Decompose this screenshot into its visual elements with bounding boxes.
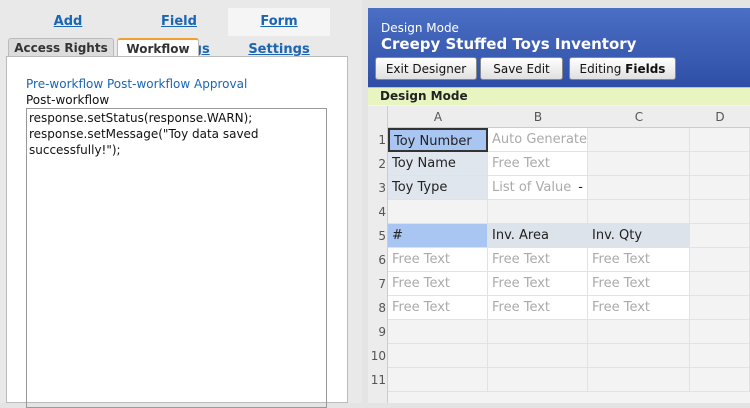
cell[interactable]: Free Text	[488, 296, 588, 320]
dropdown-marker[interactable]: -	[578, 180, 583, 195]
content: Pre-workflow Post-workflow Approval Post…	[6, 56, 348, 408]
cell[interactable]: #	[388, 224, 488, 248]
row-header: 5	[378, 229, 386, 243]
column-header: D	[715, 110, 725, 124]
row-header-col	[368, 106, 388, 403]
cell[interactable]	[388, 200, 488, 224]
cell[interactable]: Free Text	[488, 248, 588, 272]
cell[interactable]	[690, 176, 750, 200]
cell[interactable]	[488, 200, 588, 224]
grid: A B C D 1 2 3 4 5 6 7 8 9 10 11 Toy Number Auto Generate…	[368, 106, 750, 403]
button[interactable]: Editing Fields	[569, 57, 676, 80]
cell[interactable]	[388, 344, 488, 368]
cell[interactable]: Inv. Area	[488, 224, 588, 248]
cell[interactable]: Free Text	[588, 248, 690, 272]
tab[interactable]: Add Components	[22, 14, 114, 57]
button[interactable]: Exit Designer	[375, 57, 477, 80]
cell[interactable]	[588, 200, 690, 224]
cell[interactable]: Toy Name	[388, 152, 488, 176]
column-header: A	[433, 110, 443, 124]
cell[interactable]	[690, 152, 750, 176]
left-panel: Add Components Field Settings Form Setti…	[0, 0, 362, 408]
cell[interactable]	[588, 152, 690, 176]
cell[interactable]	[488, 344, 588, 368]
mode-label: Design Mode	[381, 21, 459, 35]
column-header: B	[533, 110, 543, 124]
code-line: successfully!");	[29, 143, 121, 157]
button-text: Editing	[579, 62, 622, 76]
row-header: 3	[378, 181, 386, 195]
cell[interactable]	[690, 272, 750, 296]
row-header: 4	[378, 205, 386, 219]
cell[interactable]: Free Text	[488, 272, 588, 296]
cell[interactable]: Free Text	[588, 272, 690, 296]
cell[interactable]	[488, 368, 588, 392]
subtab[interactable]: Access Rights	[8, 38, 114, 57]
cell[interactable]	[588, 128, 690, 152]
cell[interactable]: Auto Generate	[488, 128, 588, 152]
link[interactable]: Approval	[194, 77, 248, 91]
cell[interactable]: Inv. Qty	[588, 224, 690, 248]
column-header: C	[634, 110, 644, 124]
cell[interactable]	[388, 320, 488, 344]
header-row	[368, 106, 750, 128]
cell[interactable]: Toy Number	[388, 128, 488, 152]
cell[interactable]: Free Text	[488, 152, 588, 176]
code-line: response.setStatus(response.WARN);	[29, 111, 253, 125]
tab-bg	[228, 8, 330, 36]
link[interactable]: Post-workflow	[107, 77, 191, 91]
cell[interactable]	[690, 368, 750, 392]
cell[interactable]	[588, 320, 690, 344]
section-label: Post-workflow	[26, 93, 110, 107]
row-header: 6	[378, 253, 386, 267]
cell[interactable]	[690, 320, 750, 344]
row-header: 1	[378, 133, 386, 147]
row-header: 10	[370, 349, 386, 363]
cell[interactable]: Free Text	[388, 272, 488, 296]
cell[interactable]: Toy Type	[388, 176, 488, 200]
row-header: 7	[378, 277, 386, 291]
cell[interactable]: Free Text	[388, 248, 488, 272]
cell[interactable]	[690, 200, 750, 224]
cell[interactable]: Free Text	[588, 296, 690, 320]
cell[interactable]	[690, 224, 750, 248]
cell[interactable]	[588, 176, 690, 200]
cell[interactable]	[690, 344, 750, 368]
tab[interactable]: Form Settings	[248, 14, 310, 57]
cell[interactable]	[690, 248, 750, 272]
cell[interactable]	[690, 296, 750, 320]
cell[interactable]: List of Value -	[488, 176, 588, 200]
cell[interactable]	[488, 320, 588, 344]
cell[interactable]: Free Text	[388, 296, 488, 320]
workflow-links: Pre-workflow Post-workflow Approval	[26, 77, 247, 91]
button-text-bold: Fields	[625, 62, 666, 76]
cell[interactable]	[388, 368, 488, 392]
link[interactable]: Pre-workflow	[26, 77, 104, 91]
row-header: 9	[378, 325, 386, 339]
mode-bar: Design Mode	[368, 87, 750, 105]
tab[interactable]: Field Settings	[148, 14, 209, 57]
form-title: Creepy Stuffed Toys Inventory	[381, 35, 637, 53]
cell[interactable]	[690, 128, 750, 152]
row-header: 8	[378, 301, 386, 315]
cell[interactable]	[588, 368, 690, 392]
row-header: 11	[370, 373, 386, 387]
button[interactable]: Save Edit	[480, 57, 563, 80]
subtab[interactable]: Workflow	[117, 38, 199, 57]
code-line: response.setMessage("Toy data saved	[29, 127, 259, 141]
cell[interactable]	[588, 344, 690, 368]
row-header: 2	[378, 157, 386, 171]
code-editor[interactable]: response.setStatus(response.WARN); respon…	[26, 108, 327, 408]
